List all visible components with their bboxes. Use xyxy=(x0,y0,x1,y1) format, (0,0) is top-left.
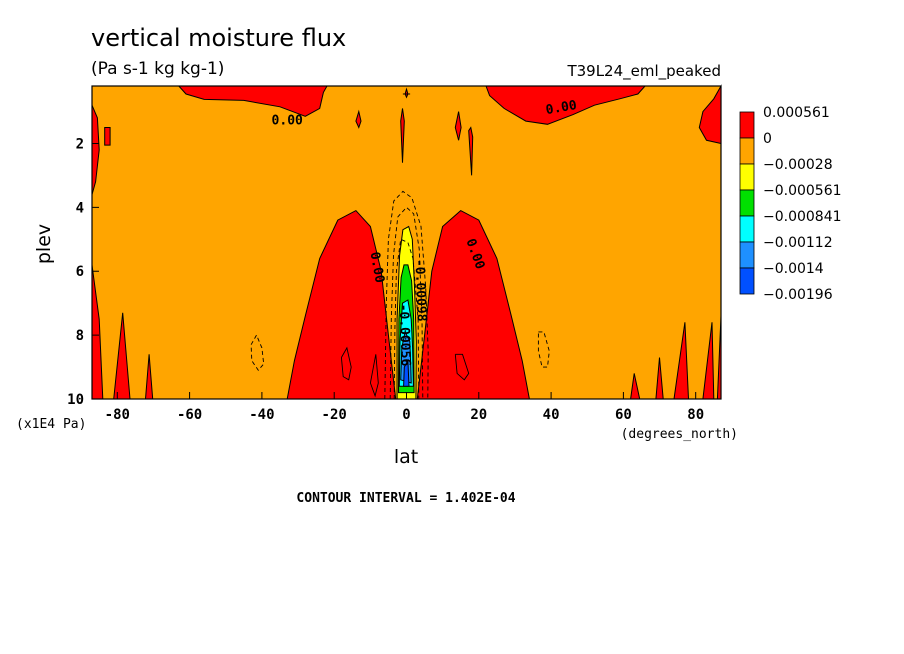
colorbar-swatch xyxy=(739,111,755,139)
contour-label: -0.00098 xyxy=(412,259,429,322)
contour-neg-mid xyxy=(389,206,424,400)
colorbar-label: −0.000841 xyxy=(763,209,842,225)
positive-top-south xyxy=(177,85,328,117)
colorbar-swatch xyxy=(739,267,755,295)
x-tick-label: 80 xyxy=(687,407,704,423)
contour-neg-outer xyxy=(384,190,429,400)
positive-top-north xyxy=(485,85,647,125)
contour-label: -0.00056 xyxy=(396,303,413,366)
x-tick-label: -80 xyxy=(105,407,130,423)
colorbar-label: 0.000561 xyxy=(763,105,830,121)
positive-needle-1 xyxy=(400,108,405,163)
contour-neg-inner xyxy=(393,238,420,400)
colorbar-swatch xyxy=(739,137,755,165)
contour-label: 0.00 xyxy=(367,251,387,285)
positive-lobe-south xyxy=(286,209,397,400)
y-axis-unit: (x1E4 Pa) xyxy=(16,417,86,432)
positive-needle-2 xyxy=(468,126,474,176)
positive-needle-3 xyxy=(404,87,409,99)
colorbar-label: −0.00112 xyxy=(763,235,833,251)
contour-label: 0.00 xyxy=(545,98,579,118)
colorbar-swatch xyxy=(739,163,755,191)
colorbar-label: −0.00028 xyxy=(763,157,833,173)
x-axis-unit: (degrees_north) xyxy=(621,427,738,442)
y-axis-label: plev xyxy=(33,224,55,264)
chart-title: vertical moisture flux xyxy=(91,24,346,52)
x-tick-label: -20 xyxy=(322,407,347,423)
contour-fields xyxy=(91,84,722,400)
colorbar-swatch xyxy=(739,241,755,269)
y-tick-label: 2 xyxy=(76,136,84,152)
colorbar-label: −0.00196 xyxy=(763,287,833,303)
y-tick-label: 6 xyxy=(76,264,84,280)
y-tick-label: 4 xyxy=(76,200,84,216)
colorbar-label: 0 xyxy=(763,131,772,147)
contour-neg-small-2 xyxy=(537,331,550,368)
contour-pos-small-3 xyxy=(369,354,379,398)
plot-area: 0.000.000.00 0.00-0.00056-0.00098 -80 -60-… xyxy=(67,84,722,423)
y-tick-label: 8 xyxy=(76,328,84,344)
colorbar: 0.000561 0 −0.00028 −0.000561 −0.000841 −0.00… xyxy=(739,105,842,303)
y-tick-label: 10 xyxy=(67,392,84,408)
colorbar-swatch xyxy=(739,215,755,243)
x-tick-label: 0 xyxy=(402,407,410,423)
positive-blob-1 xyxy=(104,127,111,146)
x-axis-ticks: -80 -60 -40 -20 0 20 40 60 80 xyxy=(105,392,704,423)
x-tick-label: -60 xyxy=(177,407,202,423)
contour-pos-small-1 xyxy=(340,346,352,381)
positive-lobe-north xyxy=(416,209,531,400)
contour-lines xyxy=(250,93,550,400)
x-axis-label: lat xyxy=(394,446,418,468)
colorbar-label: −0.000561 xyxy=(763,183,842,199)
x-tick-label: 20 xyxy=(470,407,487,423)
y-axis-ticks: 2 4 6 8 10 xyxy=(67,136,99,408)
contour-interval: CONTOUR INTERVAL = 1.402E-04 xyxy=(296,491,515,506)
colorbar-swatch xyxy=(739,189,755,217)
contour-label: 0.00 xyxy=(272,113,303,128)
positive-blob-3 xyxy=(454,111,462,141)
colorbar-label: −0.0014 xyxy=(763,261,824,277)
run-name: T39L24_eml_peaked xyxy=(566,62,721,81)
x-tick-label: 40 xyxy=(543,407,560,423)
positive-blob-2 xyxy=(355,109,362,129)
negative-core-5 xyxy=(403,358,410,387)
contour-pos-small-2 xyxy=(454,353,470,381)
x-tick-label: -40 xyxy=(249,407,274,423)
chart-units: (Pa s-1 kg kg-1) xyxy=(91,59,224,79)
x-tick-label: 60 xyxy=(615,407,632,423)
